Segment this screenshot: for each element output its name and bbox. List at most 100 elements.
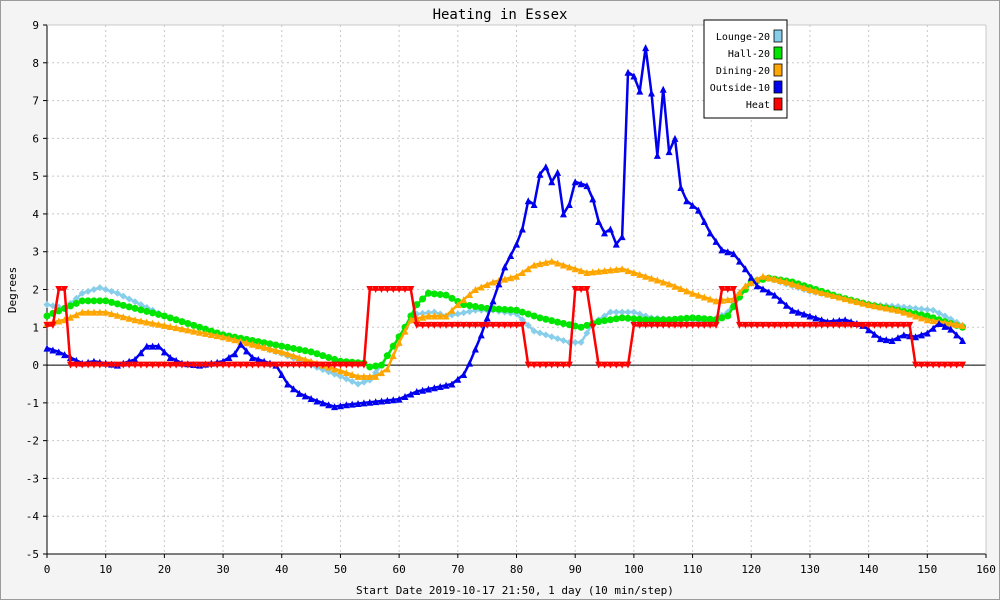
data-point	[513, 321, 520, 329]
data-point	[160, 312, 168, 320]
data-point	[248, 340, 256, 348]
data-point	[747, 273, 755, 281]
data-point	[642, 272, 650, 280]
data-point	[601, 267, 609, 275]
data-point	[201, 325, 209, 333]
legend-label: Hall-20	[728, 49, 770, 60]
data-point	[929, 317, 937, 325]
data-point	[507, 306, 515, 314]
data-point	[389, 286, 397, 293]
data-point	[865, 321, 873, 329]
data-point	[741, 321, 749, 329]
data-point	[548, 317, 556, 325]
data-point	[571, 286, 579, 293]
data-point	[636, 315, 644, 323]
data-point	[859, 299, 867, 307]
data-point	[647, 321, 655, 329]
data-point	[119, 301, 127, 309]
data-point	[612, 361, 620, 369]
data-point	[536, 329, 544, 337]
data-point	[706, 315, 714, 323]
data-point	[72, 299, 80, 307]
data-point	[583, 329, 591, 337]
data-point	[84, 297, 92, 305]
data-point	[125, 314, 133, 322]
data-point	[143, 318, 151, 326]
data-point	[706, 321, 714, 329]
data-point	[372, 362, 380, 370]
data-point	[149, 309, 157, 317]
data-point	[389, 396, 397, 404]
data-point	[125, 361, 133, 369]
data-point	[254, 361, 262, 369]
data-point	[483, 321, 491, 329]
data-point	[401, 286, 409, 293]
data-point	[747, 321, 755, 329]
data-point	[301, 361, 309, 369]
data-point	[137, 317, 145, 325]
x-tick-label: 100	[624, 563, 644, 576]
data-point	[466, 308, 474, 316]
data-point	[853, 298, 861, 306]
data-point	[559, 361, 567, 369]
data-point	[55, 348, 63, 356]
data-point	[806, 286, 814, 293]
data-point	[618, 265, 626, 273]
data-point	[959, 337, 967, 345]
data-point	[72, 361, 80, 369]
data-point	[847, 296, 855, 304]
data-point	[149, 319, 157, 327]
data-point	[360, 372, 368, 380]
data-point	[765, 288, 773, 296]
data-point	[894, 306, 902, 314]
data-point	[618, 233, 626, 241]
data-point	[653, 276, 661, 284]
data-point	[378, 397, 386, 405]
y-axis-label: Degrees	[6, 267, 19, 313]
data-point	[260, 339, 268, 347]
data-point	[430, 312, 438, 320]
data-point	[278, 348, 286, 356]
data-point	[466, 291, 474, 299]
data-point	[577, 323, 585, 331]
data-point	[941, 312, 949, 320]
data-point	[589, 323, 597, 331]
x-tick-label: 120	[741, 563, 761, 576]
legend-swatch	[773, 46, 783, 60]
data-point	[589, 195, 597, 203]
data-point	[518, 268, 526, 276]
data-point	[683, 314, 691, 322]
x-axis-label: Start Date 2019-10-17 21:50, 1 day (10 m…	[356, 584, 674, 597]
data-point	[331, 361, 339, 369]
data-point	[260, 343, 268, 351]
data-point	[818, 289, 826, 297]
x-tick-label: 40	[275, 563, 288, 576]
data-point	[448, 306, 456, 314]
data-point	[248, 361, 256, 369]
y-tick-label: -3	[26, 472, 39, 485]
data-point	[119, 313, 127, 321]
data-point	[360, 399, 368, 407]
data-point	[788, 321, 796, 329]
data-point	[331, 365, 339, 373]
data-point	[800, 310, 808, 318]
data-point	[172, 324, 180, 332]
data-point	[636, 270, 644, 278]
data-point	[436, 291, 444, 299]
data-point	[777, 321, 785, 329]
data-point	[507, 251, 515, 259]
data-point	[254, 342, 262, 350]
data-point	[108, 361, 116, 369]
data-point	[941, 322, 949, 330]
series-layer	[43, 44, 967, 411]
data-point	[565, 263, 573, 271]
data-point	[225, 354, 233, 362]
data-point	[653, 316, 661, 324]
data-point	[618, 314, 626, 322]
data-point	[495, 305, 503, 313]
data-point	[636, 310, 644, 318]
data-point	[536, 170, 544, 178]
data-point	[724, 296, 732, 304]
data-point	[647, 274, 655, 282]
data-point	[489, 278, 497, 286]
